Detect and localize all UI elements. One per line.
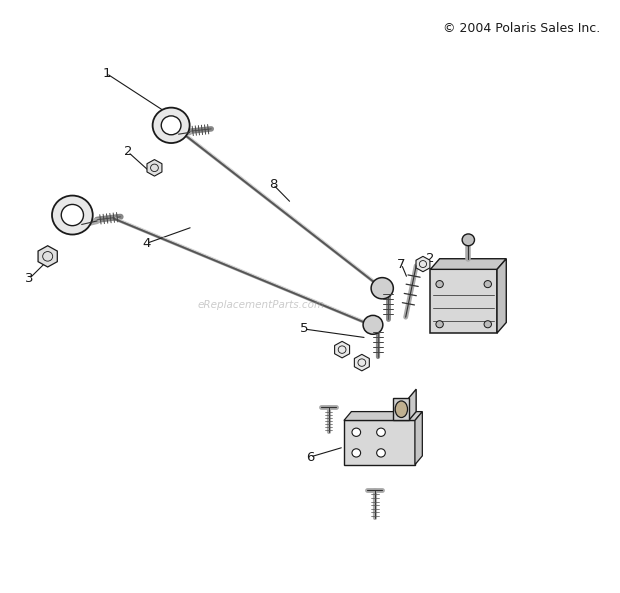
Polygon shape xyxy=(409,389,416,420)
Polygon shape xyxy=(415,412,422,465)
Polygon shape xyxy=(416,256,430,272)
Text: 6: 6 xyxy=(306,451,314,464)
Polygon shape xyxy=(38,246,57,267)
Circle shape xyxy=(436,280,443,288)
Circle shape xyxy=(484,321,492,328)
Text: 1: 1 xyxy=(102,67,110,80)
Polygon shape xyxy=(147,160,162,176)
Text: 4: 4 xyxy=(142,237,151,250)
Circle shape xyxy=(153,107,190,143)
Circle shape xyxy=(436,321,443,328)
Polygon shape xyxy=(344,412,422,420)
Text: 5: 5 xyxy=(299,323,308,336)
Text: 8: 8 xyxy=(269,178,277,191)
Ellipse shape xyxy=(395,401,407,417)
Bar xyxy=(393,398,409,420)
Circle shape xyxy=(484,280,492,288)
Bar xyxy=(430,269,497,333)
Text: 2: 2 xyxy=(123,145,132,158)
Polygon shape xyxy=(497,259,507,333)
Circle shape xyxy=(377,428,385,436)
Text: eReplacementParts.com: eReplacementParts.com xyxy=(197,300,324,310)
Circle shape xyxy=(363,315,383,334)
Circle shape xyxy=(377,449,385,457)
Circle shape xyxy=(371,278,393,299)
Bar xyxy=(344,420,415,465)
Polygon shape xyxy=(430,259,507,269)
Circle shape xyxy=(462,234,474,246)
Text: 2: 2 xyxy=(426,251,435,264)
Text: © 2004 Polaris Sales Inc.: © 2004 Polaris Sales Inc. xyxy=(443,22,600,35)
Circle shape xyxy=(52,196,93,234)
Polygon shape xyxy=(355,355,370,371)
Text: 7: 7 xyxy=(397,257,405,270)
Circle shape xyxy=(352,449,361,457)
Polygon shape xyxy=(335,342,350,358)
Circle shape xyxy=(352,428,361,436)
Circle shape xyxy=(161,116,181,135)
Circle shape xyxy=(61,205,84,226)
Text: 3: 3 xyxy=(25,272,33,285)
